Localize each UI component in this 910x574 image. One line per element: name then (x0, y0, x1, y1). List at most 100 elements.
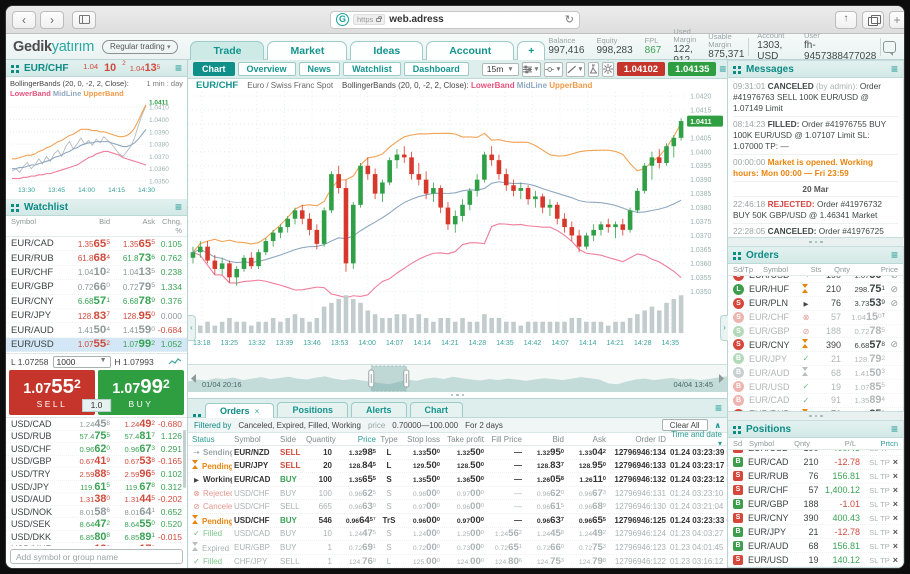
watchlist-row[interactable]: USD/NOK 8.01586 8.01641 0.652 (6, 506, 187, 519)
watchlist-row[interactable]: USD/DKK 6.85808 6.85891 -0.015 (6, 531, 187, 544)
sparkline-icon[interactable] (168, 357, 182, 366)
watchlist-row[interactable]: EUR/RUB 61.8684 61.8736 0.762 (6, 251, 187, 266)
protection-links[interactable]: SL TP× (869, 526, 898, 537)
watchlist-row[interactable]: EUR/CHF 1.04102 1.04135 0.238 (6, 266, 187, 281)
close-position-icon[interactable]: × (892, 471, 898, 482)
order-row[interactable]: S EUR/CHF ⊗ 57 1.04150T (728, 311, 903, 325)
watchlist-row[interactable]: USD/TRY 2.59885 2.59965 0.102 (6, 468, 187, 481)
watchlist-row[interactable]: EUR/CAD 1.35655 1.35655 0.105 (6, 237, 187, 252)
cancel-order-icon[interactable]: ⊘ (890, 297, 898, 308)
chart-type-icon[interactable]: ▼ (543, 61, 563, 77)
browser-back-button[interactable]: ‹ (12, 10, 36, 29)
right-panel-collapse-handle[interactable]: › (720, 315, 728, 341)
col-header-quantity[interactable]: Quantity (306, 434, 336, 444)
close-position-icon[interactable]: × (893, 450, 898, 453)
scrollbar[interactable] (183, 430, 186, 488)
order-table-row[interactable]: ✓ Filled CHF/JPY SELL 1 124.760 L 125.000 124.00… (188, 555, 727, 568)
tab-[interactable]: + (517, 41, 546, 60)
order-table-row[interactable]: ⊗ Rejected USD/CHF BUY 100 0.96625 S 0.96000 0.9… (188, 487, 727, 501)
watchlist-row[interactable]: EUR/AUD 1.41504 1.41590 -0.684 (6, 323, 187, 338)
watchlist-row[interactable]: USD/GBP 0.67419 0.67538 -0.165 (6, 455, 187, 469)
subtab-watchlist[interactable]: Watchlist (343, 62, 401, 76)
panel-menu-icon[interactable]: ≡ (174, 200, 182, 214)
subtab-chart[interactable]: Chart (193, 62, 235, 76)
col-header-take-profit[interactable]: Take profit (447, 434, 484, 444)
position-row[interactable]: S EUR/RUB 76 156.81 SL TP × (728, 470, 903, 484)
tab-overview-button[interactable] (862, 10, 884, 29)
close-position-icon[interactable]: × (892, 526, 898, 537)
order-table-row[interactable]: Pending USD/CHF BUY 546 0.96645T TrS 0.96000 0.… (188, 514, 727, 528)
order-table-row[interactable]: ▶ Working EUR/CAD BUY 100 1.35655 S 1.35500 1.36… (188, 473, 727, 487)
new-tab-button[interactable]: + (889, 10, 904, 29)
panel-grid-icon[interactable] (11, 203, 14, 207)
settings-gear-icon[interactable] (601, 61, 614, 77)
protection-links[interactable]: SL TP× (860, 450, 898, 453)
panel-drag-dots[interactable] (728, 238, 904, 246)
mini-chart[interactable]: BollingerBands (20, 0, -2, 2, Close): 1 m… (6, 77, 187, 199)
col-header-bid[interactable]: Bid (552, 434, 564, 444)
position-row[interactable]: B EUR/JPY 21 -12.78 SL TP × (728, 525, 903, 540)
order-row[interactable]: L EUR/HUF 210 298.751 ⊘ (728, 283, 903, 297)
tab-ideas[interactable]: Ideas (350, 41, 424, 60)
order-row[interactable]: S EUR/PLN ▶ 76 3.73539 ⊘ (728, 297, 903, 311)
protection-links[interactable]: SL TP× (869, 471, 898, 482)
watchlist-row[interactable]: EUR/JPY 128.837 128.950 0.000 (6, 309, 187, 324)
panel-grid-icon[interactable] (11, 64, 14, 68)
chart-navigator[interactable]: 01/04 20:16 04/04 13:45 (188, 364, 727, 392)
col-header-ask[interactable]: Ask (592, 434, 606, 444)
panel-menu-icon[interactable]: ≡ (714, 401, 722, 415)
trading-mode-select[interactable]: Regular trading ▾ (102, 39, 179, 54)
watchlist-row[interactable]: USD/HUF275.130275.1760.815 (6, 543, 187, 546)
watchlist-row[interactable]: USD/SEK 8.64472 8.64550 0.520 (6, 518, 187, 531)
cancel-order-icon[interactable]: ⊘ (724, 448, 727, 457)
close-position-icon[interactable]: × (892, 499, 898, 509)
col-header-price[interactable]: Price (357, 434, 376, 444)
position-row[interactable]: B EUR/AUD 68 156.81 SL TP × (728, 539, 903, 554)
protection-links[interactable]: SL TP× (869, 554, 898, 565)
address-bar[interactable]: G https web.adress ↻ (330, 10, 580, 29)
bottom-tab-positions[interactable]: Positions (277, 402, 348, 417)
order-table-row[interactable]: ✓ Filled USD/CAD BUY 10 1.24475 S 1.24000 1.2500… (188, 528, 727, 542)
subtab-news[interactable]: News (298, 62, 341, 76)
subtab-overview[interactable]: Overview (237, 62, 296, 76)
collapse-panel-icon[interactable]: ∧ (714, 420, 722, 430)
subtab-dashboard[interactable]: Dashboard (403, 62, 469, 76)
chat-icon[interactable] (883, 40, 896, 56)
filter-period[interactable]: For 2 days (465, 420, 503, 430)
chart-ask-button[interactable]: 1.04135 (668, 62, 717, 76)
watchlist-row[interactable]: USD/AUD 1.31380 1.31445 -0.202 (6, 493, 187, 506)
position-row[interactable]: B EUR/CAD 210 -12.78 SL TP × (728, 456, 903, 470)
tab-market[interactable]: Market (267, 41, 348, 60)
cancel-order-icon[interactable]: ⊘ (724, 475, 727, 484)
protection-links[interactable]: SL TP× (869, 457, 898, 468)
timeframe-select[interactable]: 15m ▼ (481, 62, 519, 76)
position-row[interactable]: S EUR/CNY 390 400.43 SL TP × (728, 511, 903, 526)
col-header-stop-loss[interactable]: Stop loss (407, 434, 440, 444)
order-table-row[interactable]: ⇢ Sending EUR/NZD SELL 10 1.32985 L 1.33500 1.32… (188, 446, 727, 460)
col-header-time-and-date[interactable]: Time and date ▾ (671, 430, 722, 448)
flask-icon[interactable] (587, 61, 599, 77)
close-position-icon[interactable]: × (892, 485, 898, 496)
order-row[interactable]: B EUR/CAD ✓ 91 1.35894 (728, 394, 903, 408)
browser-sidebar-button[interactable] (72, 10, 96, 29)
panel-grid-icon[interactable] (733, 251, 736, 255)
panel-menu-icon[interactable]: ≡ (174, 61, 182, 75)
panel-menu-icon[interactable]: ≡ (890, 62, 898, 76)
buy-button[interactable]: 1.07992 BUY (98, 370, 184, 415)
bottom-tab-orders[interactable]: Orders × (205, 403, 275, 418)
panel-menu-icon[interactable]: ≡ (890, 248, 898, 262)
cancel-order-icon[interactable]: ⊘ (724, 516, 727, 525)
close-position-icon[interactable]: × (892, 540, 898, 551)
cancel-order-icon[interactable]: ⊘ (885, 276, 898, 281)
panel-resize-handle[interactable] (188, 392, 727, 398)
order-row[interactable]: S EUR/USD⇢ 1901.07565⊘ (728, 276, 903, 283)
protection-links[interactable]: SL TP× (869, 540, 898, 551)
order-table-row[interactable]: Pending EUR/JPY SELL 20 128.845 L 129.500 128.5… (188, 460, 727, 474)
close-tab-icon[interactable]: × (254, 406, 260, 416)
close-position-icon[interactable]: × (892, 512, 898, 523)
watchlist-row[interactable]: USD/RUB 57.4755 57.4817 1.126 (6, 430, 187, 444)
panel-grid-icon[interactable] (193, 414, 196, 417)
order-row[interactable]: B EUR/AUD 68 1.41503 (728, 366, 903, 381)
protection-links[interactable]: SL TP× (869, 499, 898, 509)
